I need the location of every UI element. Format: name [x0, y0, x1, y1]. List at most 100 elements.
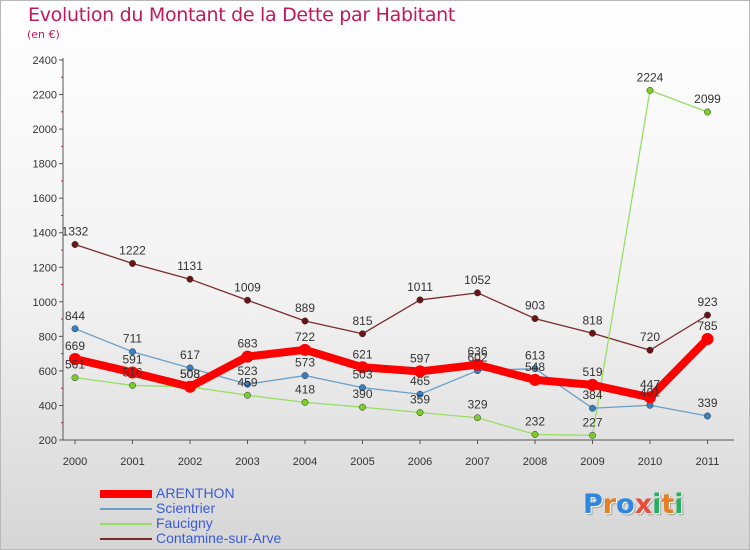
data-label: 597: [410, 351, 430, 365]
data-label: 711: [123, 332, 142, 346]
x-tick-label: 2008: [523, 456, 547, 468]
y-tick-label: 1600: [33, 193, 57, 205]
data-label: 232: [525, 414, 545, 428]
data-point: [186, 364, 194, 372]
data-point: [244, 296, 251, 304]
data-point: [244, 391, 251, 399]
data-label: 227: [582, 415, 602, 429]
data-point: [69, 352, 81, 365]
legend-label: ARENTHON: [156, 485, 235, 501]
logo-letter: x: [634, 489, 653, 520]
chart-title: Evolution du Montant de la Dette par Hab…: [28, 4, 456, 26]
data-label: 329: [467, 398, 487, 412]
x-tick-label: 2009: [580, 456, 604, 468]
data-label: 390: [352, 387, 372, 401]
data-point: [589, 431, 596, 439]
logo-letter: i: [674, 489, 684, 520]
data-label: 889: [295, 301, 315, 315]
data-label: 1131: [177, 259, 203, 273]
x-tick-label: 2003: [235, 456, 259, 468]
data-label: 602: [467, 351, 487, 365]
data-label: 561: [65, 358, 85, 372]
data-label: 503: [352, 368, 372, 382]
data-label: 903: [525, 299, 545, 313]
data-label: 669: [65, 339, 85, 353]
data-label: 785: [697, 319, 717, 333]
y-tick-label: 200: [39, 435, 57, 447]
logo-letter: o: [616, 489, 635, 520]
data-label: 548: [525, 360, 545, 374]
data-point: [416, 296, 424, 304]
data-label: 613: [525, 349, 545, 363]
data-point: [704, 311, 711, 319]
data-label: 844: [65, 309, 85, 323]
data-point: [186, 275, 194, 283]
x-tick-label: 2000: [63, 456, 87, 468]
x-tick-label: 2004: [293, 456, 317, 468]
data-label: 418: [295, 382, 315, 396]
data-point: [531, 365, 539, 373]
data-point: [356, 361, 369, 374]
legend-swatch: [100, 489, 152, 498]
data-label: 722: [295, 330, 315, 344]
data-label: 818: [582, 313, 602, 327]
y-tick-label: 600: [39, 366, 57, 378]
y-tick-label: 1800: [33, 159, 57, 171]
data-label: 459: [237, 375, 257, 389]
data-label: 1009: [234, 280, 261, 294]
data-label: 508: [180, 367, 200, 381]
x-tick-label: 2010: [638, 456, 662, 468]
data-label: 621: [352, 347, 372, 361]
data-point: [359, 384, 366, 392]
legend-label: Contamine-sur-Arve: [156, 530, 282, 546]
y-tick-label: 2000: [33, 124, 57, 136]
x-tick-label: 2002: [178, 456, 202, 468]
data-label: 1222: [119, 243, 146, 257]
logo-letter: i: [652, 489, 662, 520]
data-point: [71, 241, 79, 248]
data-point: [644, 391, 656, 404]
data-label: 591: [122, 352, 142, 366]
data-point: [244, 380, 251, 388]
data-point: [704, 108, 711, 116]
legend-item: Scientrier: [100, 501, 281, 516]
data-label: 2099: [694, 92, 721, 106]
data-point: [471, 358, 484, 371]
data-point: [359, 403, 366, 411]
data-label: 523: [237, 364, 257, 378]
data-label: 1052: [464, 273, 491, 287]
data-label: 815: [352, 314, 372, 328]
y-tick-label: 400: [39, 400, 57, 412]
data-point: [129, 381, 136, 389]
data-point: [474, 289, 481, 297]
data-label: 516: [122, 365, 142, 379]
x-tick-label: 2011: [696, 456, 720, 468]
data-point: [126, 366, 139, 379]
legend-swatch: [100, 507, 152, 510]
proxiti-logo: Proxiti: [583, 489, 684, 520]
x-tick-label: 2007: [465, 456, 489, 468]
data-point: [184, 380, 196, 393]
data-label: 1332: [62, 224, 89, 238]
legend-item: ARENTHON: [100, 486, 281, 501]
y-tick-label: 800: [39, 331, 57, 343]
data-point: [701, 332, 714, 345]
x-tick-label: 2001: [120, 456, 144, 468]
data-point: [416, 409, 424, 416]
data-label: 384: [582, 388, 602, 402]
data-point: [589, 329, 596, 337]
data-point: [71, 374, 79, 382]
data-point: [531, 431, 539, 438]
data-point: [129, 260, 136, 267]
logo-letter: r: [602, 489, 617, 520]
data-point: [299, 343, 311, 356]
logo-letter: P: [583, 489, 603, 520]
data-point: [416, 390, 424, 398]
data-label: 339: [697, 396, 717, 410]
legend-item: Faucigny: [100, 516, 281, 531]
legend-swatch: [100, 522, 152, 525]
y-tick-label: 1000: [33, 297, 57, 309]
data-point: [301, 372, 309, 380]
data-point: [301, 398, 309, 406]
